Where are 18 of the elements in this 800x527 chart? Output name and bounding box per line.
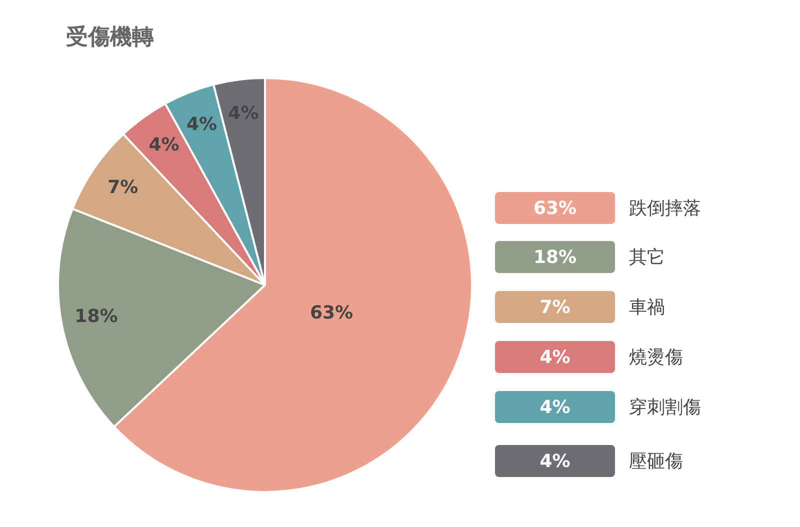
data-label: 18% [74,306,118,327]
chart-title: 受傷機轉 [66,24,154,52]
legend-label: 跌倒摔落 [629,197,701,220]
text: 4% [540,396,570,418]
text: 4% [540,450,570,472]
text: 63% [533,198,577,218]
text: 18% [533,246,577,268]
legend-label: 燒燙傷 [629,346,683,369]
data-label: 63% [310,302,354,324]
data-label: 4% [186,114,218,135]
data-label: 7% [108,177,138,198]
text: 4% [540,346,570,368]
data-label: 4% [148,134,180,156]
legend-label: 穿刺割傷 [629,396,701,419]
legend-label: 壓砸傷 [629,450,683,473]
text: 7% [540,296,570,318]
legend-label: 車禍 [629,296,665,319]
legend-label: 其它 [629,246,665,269]
